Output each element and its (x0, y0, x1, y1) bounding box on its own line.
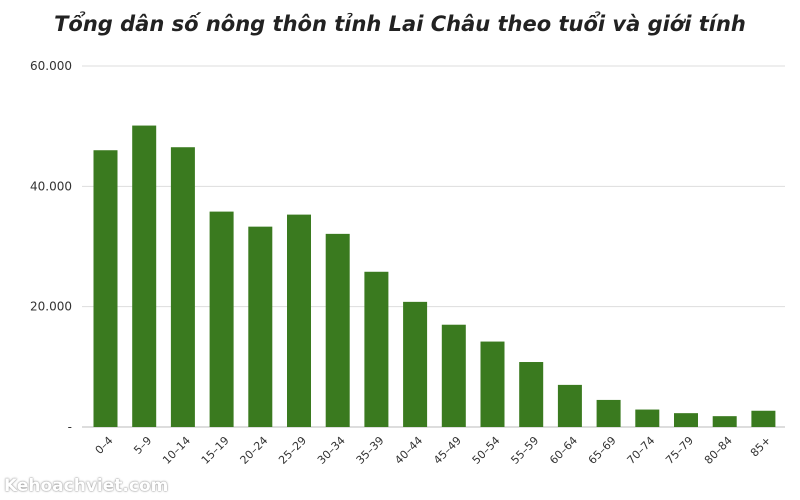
bar (596, 399, 621, 427)
bar (132, 125, 157, 427)
bar (480, 341, 505, 427)
x-tick-label: 25–29 (276, 434, 309, 467)
x-tick-label: 40–44 (392, 434, 425, 467)
chart-title: Tổng dân số nông thôn tỉnh Lai Châu theo… (54, 12, 746, 36)
grid-lines (82, 65, 785, 428)
x-tick-label: 30–34 (315, 434, 348, 467)
bar (93, 150, 118, 427)
y-tick-label: - (68, 420, 72, 434)
bars (93, 125, 776, 427)
x-tick-label: 55–59 (508, 434, 541, 467)
bar (751, 410, 776, 427)
x-tick-label: 20–24 (238, 434, 271, 467)
x-tick-label: 45–49 (431, 434, 464, 467)
bar (635, 409, 660, 427)
bar (209, 211, 234, 427)
x-tick-label: 60–64 (547, 434, 580, 467)
bar (325, 233, 350, 427)
x-tick-label: 85+ (748, 434, 774, 460)
x-tick-label: 65–69 (586, 434, 619, 467)
bar (403, 301, 428, 427)
bar (248, 226, 273, 427)
x-tick-label: 15–19 (199, 434, 232, 467)
x-tick-label: 75–79 (663, 434, 696, 467)
y-tick-label: 60.000 (30, 59, 72, 73)
bar (557, 384, 582, 427)
bar (712, 416, 737, 427)
bar (674, 413, 698, 427)
x-tick-label: 50–54 (470, 434, 503, 467)
x-tick-label: 70–74 (625, 434, 658, 467)
y-tick-label: 40.000 (30, 179, 72, 193)
x-tick-label: 35–39 (354, 434, 387, 467)
bar (441, 324, 466, 427)
x-tick-label: 5–9 (131, 434, 154, 457)
bar (519, 362, 544, 427)
bar (170, 147, 195, 427)
y-tick-label: 20.000 (30, 300, 72, 314)
bar (364, 271, 389, 427)
y-axis-ticks: - 20.000 40.000 60.000 (30, 59, 72, 434)
x-tick-label: 10–14 (160, 434, 193, 467)
x-tick-label: 0–4 (93, 434, 116, 457)
x-axis-ticks: 0–4 5–9 10–14 15–19 20–24 25–29 30–34 35–39 40–4… (93, 434, 774, 467)
watermark: Kehoachviet.com (4, 476, 169, 496)
x-tick-label: 80–84 (702, 434, 735, 467)
bar (287, 214, 311, 427)
